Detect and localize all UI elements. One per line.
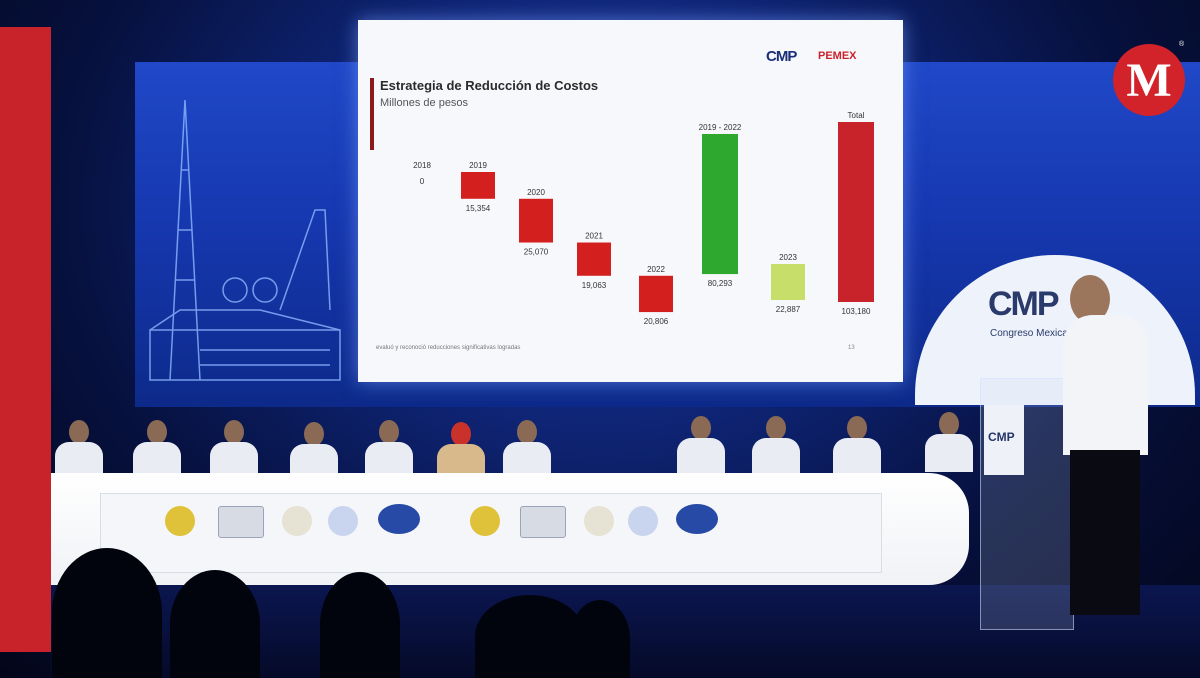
cmp-emblem-subtitle: Congreso Mexicano bbox=[990, 328, 1079, 339]
seal-icon bbox=[470, 506, 500, 536]
panelist bbox=[206, 408, 262, 480]
category-label: 2019 - 2022 bbox=[699, 123, 742, 132]
seal-icon bbox=[584, 506, 614, 536]
category-label: 2018 bbox=[413, 161, 431, 170]
waterfall-bar bbox=[702, 134, 738, 275]
waterfall-bar bbox=[639, 275, 673, 313]
value-label: 19,063 bbox=[582, 281, 607, 290]
speaker-legs bbox=[1070, 450, 1140, 615]
value-label: 25,070 bbox=[524, 248, 549, 257]
value-label: 15,354 bbox=[466, 204, 491, 213]
cmp-logo: CMP bbox=[766, 48, 797, 65]
category-label: Total bbox=[848, 111, 865, 120]
waterfall-bar bbox=[838, 122, 874, 302]
pemex-logo: PEMEX bbox=[818, 50, 857, 62]
panelist bbox=[361, 408, 417, 480]
panelist bbox=[921, 400, 977, 472]
slide-subtitle: Millones de pesos bbox=[380, 97, 469, 109]
waterfall-chart: 2018 0 2019 15,354 2020 25,070 2021 19,063 2022 2… bbox=[413, 111, 874, 326]
category-label: 2021 bbox=[585, 232, 603, 241]
podium-logo-text: CMP bbox=[988, 430, 1015, 444]
audience-member bbox=[570, 600, 630, 678]
slide-page-number: 13 bbox=[848, 345, 855, 351]
panelist bbox=[748, 404, 804, 476]
seal-icon bbox=[520, 506, 566, 538]
panelist bbox=[829, 404, 885, 476]
panelist bbox=[433, 410, 489, 482]
audience-member bbox=[52, 548, 162, 678]
panelist bbox=[499, 408, 555, 480]
category-label: 2022 bbox=[647, 265, 665, 274]
waterfall-bar bbox=[577, 242, 611, 276]
category-label: 2023 bbox=[779, 253, 797, 262]
audience-member bbox=[320, 572, 400, 678]
panelist bbox=[129, 408, 185, 480]
brand-red-bar bbox=[0, 27, 51, 652]
seal-icon bbox=[628, 506, 658, 536]
registered-mark: ® bbox=[1179, 41, 1185, 48]
waterfall-bar bbox=[771, 264, 805, 300]
slide-footnote: evaluó y reconoció reducciones significa… bbox=[376, 345, 521, 351]
audience-member bbox=[170, 570, 260, 678]
podium-logo bbox=[984, 405, 1024, 475]
panel-members bbox=[51, 400, 981, 482]
seal-icon bbox=[282, 506, 312, 536]
oil-rig-graphic bbox=[149, 99, 341, 381]
slide-title: Estrategia de Reducción de Costos bbox=[380, 78, 599, 93]
audience-member bbox=[475, 595, 585, 678]
milenio-logo: M bbox=[1113, 44, 1185, 116]
value-label: 20,806 bbox=[644, 317, 669, 326]
panelist bbox=[673, 404, 729, 476]
value-label: 0 bbox=[420, 177, 425, 186]
slide-accent-bar bbox=[370, 78, 374, 150]
value-label: 103,180 bbox=[842, 307, 871, 316]
seal-icon bbox=[676, 504, 718, 534]
waterfall-bar bbox=[461, 172, 495, 199]
value-label: 22,887 bbox=[776, 305, 801, 314]
category-label: 2019 bbox=[469, 161, 487, 170]
category-label: 2020 bbox=[527, 188, 545, 197]
seal-icon bbox=[328, 506, 358, 536]
panelist bbox=[51, 408, 107, 480]
seal-icon bbox=[165, 506, 195, 536]
waterfall-bar bbox=[519, 198, 553, 243]
presentation-slide: Estrategia de Reducción de Costos Millon… bbox=[358, 20, 903, 382]
value-label: 80,293 bbox=[708, 279, 733, 288]
panelist bbox=[286, 410, 342, 482]
seal-icon bbox=[378, 504, 420, 534]
speaker bbox=[1063, 315, 1148, 455]
seal-icon bbox=[218, 506, 264, 538]
cmp-emblem-text: CMP bbox=[988, 285, 1060, 323]
